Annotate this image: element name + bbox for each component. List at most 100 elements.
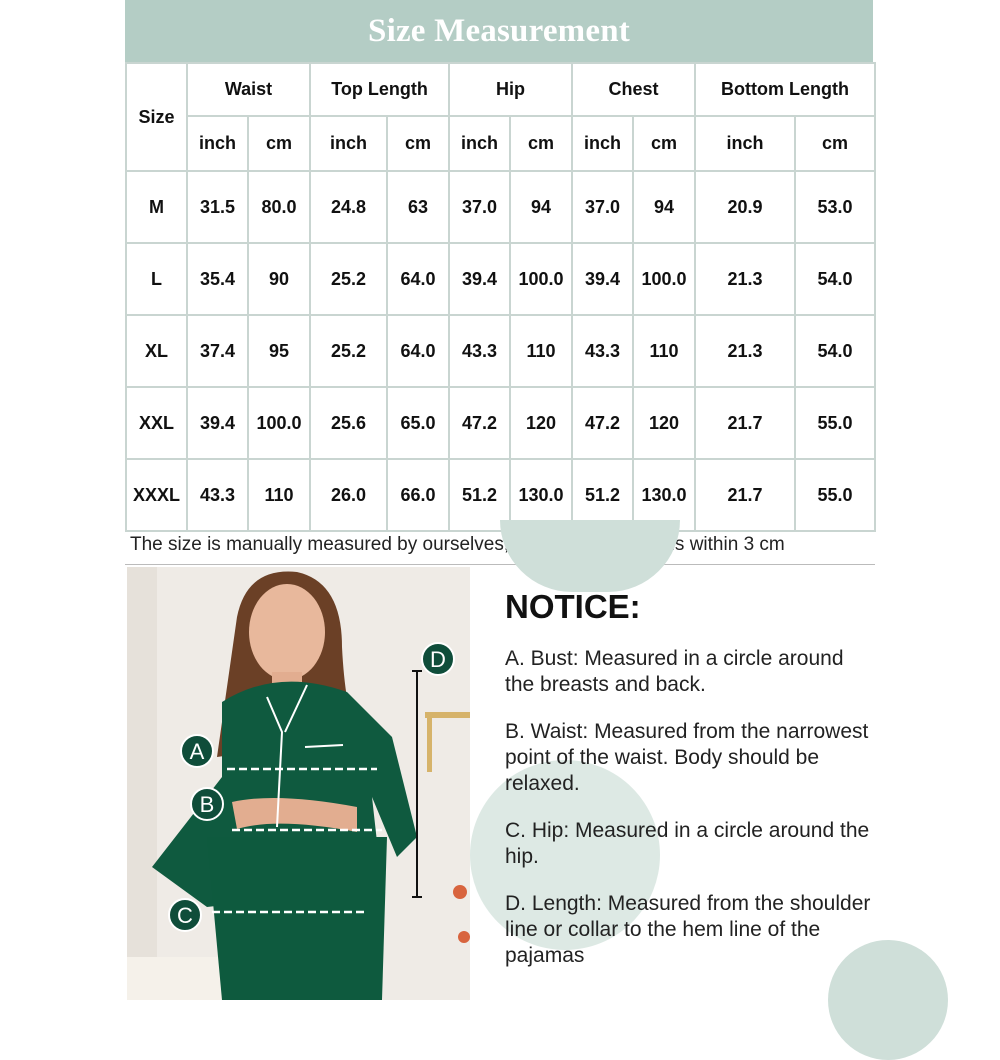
table-row: XXXL 43.3 110 26.0 66.0 51.2 130.0 51.2 130.0 21.… — [125, 458, 877, 532]
value-cell: 39.4 — [571, 242, 635, 316]
value-cell: 110 — [247, 458, 311, 532]
value-cell: 64.0 — [385, 314, 451, 388]
page-title: Size Measurement — [368, 12, 630, 49]
value-cell: 130.0 — [509, 458, 574, 532]
value-cell: 43.3 — [186, 458, 249, 532]
notice-heading: NOTICE: — [505, 588, 641, 625]
value-cell: 94 — [509, 170, 574, 244]
size-cell: XXL — [125, 386, 188, 460]
footnote: The size is manually measured by ourselv… — [130, 534, 785, 555]
value-cell: 47.2 — [448, 386, 512, 460]
value-cell: 26.0 — [309, 458, 388, 532]
group-header: Chest — [571, 62, 697, 117]
value-cell: 100.0 — [632, 242, 697, 316]
unit-header: cm — [509, 115, 574, 172]
value-cell: 43.3 — [448, 314, 512, 388]
notice-item: C. Hip: Measured in a circle around the … — [505, 819, 870, 868]
value-cell: 90 — [247, 242, 311, 316]
unit-header: inch — [694, 115, 797, 172]
model-photo: A B C D — [127, 567, 470, 1000]
value-cell: 35.4 — [186, 242, 249, 316]
decor-circle — [500, 520, 680, 592]
model-illustration: A B C D — [127, 567, 470, 1000]
value-cell: 100.0 — [509, 242, 574, 316]
value-cell: 55.0 — [794, 386, 877, 460]
value-cell: 120 — [632, 386, 697, 460]
marker-b: B — [190, 787, 224, 821]
value-cell: 25.6 — [309, 386, 388, 460]
size-cell: XL — [125, 314, 188, 388]
unit-header: cm — [794, 115, 877, 172]
unit-header: inch — [448, 115, 512, 172]
value-cell: 21.3 — [694, 314, 797, 388]
notice-item: B. Waist: Measured from the narrowest po… — [505, 720, 869, 795]
value-cell: 21.3 — [694, 242, 797, 316]
value-cell: 130.0 — [632, 458, 697, 532]
notice-item: D. Length: Measured from the shoulder li… — [505, 892, 871, 967]
value-cell: 47.2 — [571, 386, 635, 460]
value-cell: 66.0 — [385, 458, 451, 532]
value-cell: 55.0 — [794, 458, 877, 532]
unit-row: inch cm inch cm inch cm inch cm inch cm — [126, 115, 877, 172]
value-cell: 100.0 — [247, 386, 311, 460]
value-cell: 43.3 — [571, 314, 635, 388]
value-cell: 54.0 — [794, 314, 877, 388]
unit-header: inch — [571, 115, 635, 172]
value-cell: 64.0 — [385, 242, 451, 316]
size-cell: XXXL — [125, 458, 188, 532]
notice-section: NOTICE: A. Bust: Measured in a circle ar… — [505, 588, 875, 990]
value-cell: 39.4 — [448, 242, 512, 316]
value-cell: 63 — [385, 170, 451, 244]
value-cell: 120 — [509, 386, 574, 460]
size-header: Size — [125, 62, 188, 172]
group-header: Waist — [186, 62, 311, 117]
value-cell: 25.2 — [309, 314, 388, 388]
value-cell: 80.0 — [247, 170, 311, 244]
size-cell: M — [125, 170, 188, 244]
table-row: XL 37.4 95 25.2 64.0 43.3 110 43.3 110 21.3 54.0 — [125, 314, 877, 388]
decor-circle — [470, 760, 660, 950]
divider — [125, 564, 875, 565]
table-row: XXL 39.4 100.0 25.6 65.0 47.2 120 47.2 120 21.7 55… — [125, 386, 877, 460]
table-row: M 31.5 80.0 24.8 63 37.0 94 37.0 94 20.9 53.0 — [125, 170, 877, 244]
group-header: Top Length — [308, 62, 451, 117]
header-row: Size Waist Top Length Hip Chest Bottom L… — [125, 62, 877, 172]
notice-item: A. Bust: Measured in a circle around the… — [505, 647, 844, 696]
unit-header: cm — [385, 115, 451, 172]
value-cell: 110 — [632, 314, 697, 388]
value-cell: 51.2 — [448, 458, 512, 532]
value-cell: 37.0 — [448, 170, 512, 244]
value-cell: 53.0 — [794, 170, 877, 244]
value-cell: 39.4 — [186, 386, 249, 460]
size-cell: L — [125, 242, 188, 316]
value-cell: 21.7 — [694, 386, 797, 460]
unit-header: inch — [309, 115, 388, 172]
table-row: L 35.4 90 25.2 64.0 39.4 100.0 39.4 100.0 21.3 54.… — [125, 242, 877, 316]
svg-text:D: D — [430, 647, 446, 672]
value-cell: 25.2 — [309, 242, 388, 316]
unit-header: cm — [247, 115, 311, 172]
value-cell: 31.5 — [186, 170, 249, 244]
group-header: Hip — [448, 62, 574, 117]
marker-c: C — [168, 898, 202, 932]
size-table: Size Waist Top Length Hip Chest Bottom L… — [125, 62, 877, 532]
group-header: Bottom Length — [694, 62, 877, 117]
value-cell: 20.9 — [694, 170, 797, 244]
value-cell: 94 — [632, 170, 697, 244]
value-cell: 110 — [509, 314, 574, 388]
value-cell: 65.0 — [385, 386, 451, 460]
value-cell: 37.0 — [571, 170, 635, 244]
value-cell: 54.0 — [794, 242, 877, 316]
marker-d: D — [421, 642, 455, 676]
value-cell: 37.4 — [186, 314, 249, 388]
value-cell: 51.2 — [571, 458, 635, 532]
svg-text:A: A — [190, 739, 205, 764]
svg-text:C: C — [177, 903, 193, 928]
title-banner: Size Measurement — [125, 0, 873, 62]
value-cell: 24.8 — [309, 170, 388, 244]
marker-a: A — [180, 734, 214, 768]
unit-header: inch — [186, 115, 249, 172]
svg-text:B: B — [200, 792, 215, 817]
value-cell: 21.7 — [694, 458, 797, 532]
unit-header: cm — [632, 115, 697, 172]
